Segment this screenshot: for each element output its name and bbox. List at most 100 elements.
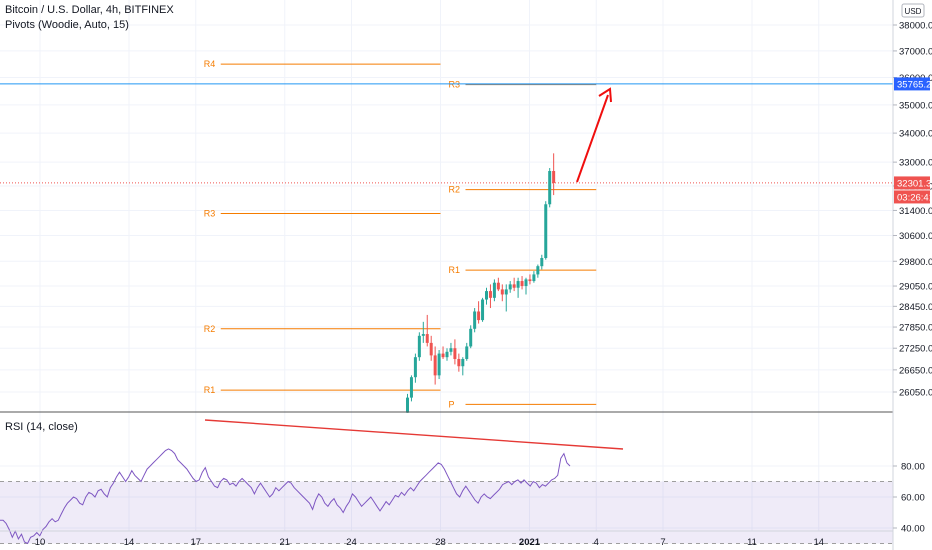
forecast-arrow[interactable]	[576, 94, 609, 183]
candle-body	[413, 357, 417, 378]
candle-body	[477, 311, 481, 321]
drawings	[204, 87, 624, 450]
rsi-trend-line[interactable]	[204, 419, 624, 450]
price-tick-label: 34000.0	[899, 129, 932, 140]
pivot-label: R3	[449, 80, 461, 90]
price-tag-label: 32301.3	[897, 178, 931, 189]
candle	[469, 325, 473, 349]
chart-title: Bitcoin / U.S. Dollar, 4h, BITFINEX	[5, 4, 174, 16]
time-tick-label: 14	[813, 537, 824, 548]
candle	[528, 274, 532, 285]
candle	[540, 254, 544, 270]
candle-body	[433, 355, 437, 376]
candle-body	[406, 397, 409, 413]
time-tick-label: 2021	[519, 537, 541, 548]
price-tag	[894, 190, 930, 204]
rsi-tick-label: 80.00	[901, 462, 925, 473]
candle	[406, 393, 409, 413]
time-tick-label: 14	[124, 537, 135, 548]
candle	[488, 284, 492, 309]
candle-body	[512, 284, 516, 288]
price-tick-label: 29050.0	[899, 282, 932, 293]
candle	[552, 153, 556, 196]
forecast-arrow-head	[598, 87, 612, 103]
price-tick-label: 26050.0	[899, 388, 932, 399]
candle-body	[524, 279, 528, 287]
currency-label: USD	[905, 7, 922, 16]
rsi-axis[interactable]: 80.00 60.00 40.00	[893, 462, 925, 535]
candle-body	[492, 282, 496, 298]
time-tick-label: 11	[747, 537, 757, 548]
candle-body	[437, 353, 441, 376]
price-tick-label: 33000.0	[899, 158, 932, 169]
candle	[508, 281, 512, 293]
rsi-tick-label: 60.00	[901, 493, 925, 504]
time-tick-label: 10	[35, 537, 46, 548]
candle	[465, 342, 469, 361]
pivot-levels: R4 R3 R2 R1 R3 R2 R1 P	[204, 59, 597, 409]
candle-body	[544, 204, 548, 259]
candle	[477, 301, 481, 324]
candle	[453, 339, 457, 365]
pivot-label: R1	[204, 385, 216, 395]
pivot-label: R2	[204, 324, 216, 334]
price-tick-label: 37000.0	[899, 46, 932, 57]
candle-body	[465, 346, 469, 359]
time-axis[interactable]: 10 14 17 21 24 28 2021 4 7 11 14	[35, 537, 824, 548]
candle	[409, 375, 413, 402]
candle-body	[457, 358, 461, 367]
candle	[520, 276, 524, 290]
price-tick-label: 27250.0	[899, 344, 932, 355]
time-tick-label: 24	[346, 537, 357, 548]
candle-body	[528, 279, 532, 282]
candle-body	[536, 266, 540, 275]
candle-body	[516, 281, 520, 288]
pivot-label: R2	[449, 185, 461, 195]
candle	[548, 168, 552, 208]
candle	[433, 346, 437, 385]
candle-body	[520, 281, 524, 287]
candle-body	[552, 171, 556, 183]
candle	[492, 279, 496, 302]
candle	[413, 353, 417, 383]
candle-body	[548, 171, 552, 205]
time-tick-label: 4	[594, 537, 599, 548]
candle-body	[461, 358, 465, 367]
candle	[429, 335, 433, 361]
candle	[445, 348, 449, 361]
time-tick-label: 7	[660, 537, 665, 548]
candle	[532, 271, 536, 283]
candle-body	[409, 377, 413, 398]
candle-body	[445, 351, 449, 358]
pivot-label: P	[449, 399, 455, 409]
candle	[485, 287, 488, 305]
candle	[536, 264, 540, 278]
candle	[437, 350, 441, 380]
candle	[524, 277, 528, 295]
candle-body	[500, 289, 504, 295]
rsi-tick-label: 40.00	[901, 524, 925, 535]
candle-body	[481, 299, 485, 321]
pivot-label: R3	[204, 209, 216, 219]
price-tick-label: 26650.0	[899, 365, 932, 376]
candle-body	[453, 348, 457, 359]
time-tick-label: 17	[190, 537, 201, 548]
candle-body	[425, 334, 429, 343]
price-tick-label: 38000.0	[899, 21, 932, 32]
price-tick-label: 27850.0	[899, 323, 932, 334]
time-tick-label: 21	[279, 537, 290, 548]
candle-body	[508, 284, 512, 290]
candle-body	[417, 335, 421, 358]
candle	[425, 314, 429, 347]
candle	[449, 342, 453, 356]
candle-body	[429, 342, 433, 356]
rsi-legend: RSI (14, close)	[5, 421, 78, 433]
candle	[461, 357, 465, 376]
currency-badge[interactable]	[901, 3, 925, 18]
price-tags: 35765.2 32301.3 03:26:41	[894, 77, 932, 204]
price-tag	[894, 176, 930, 190]
price-tag-label: 03:26:41	[897, 192, 932, 203]
price-tick-label: 29800.0	[899, 257, 932, 268]
